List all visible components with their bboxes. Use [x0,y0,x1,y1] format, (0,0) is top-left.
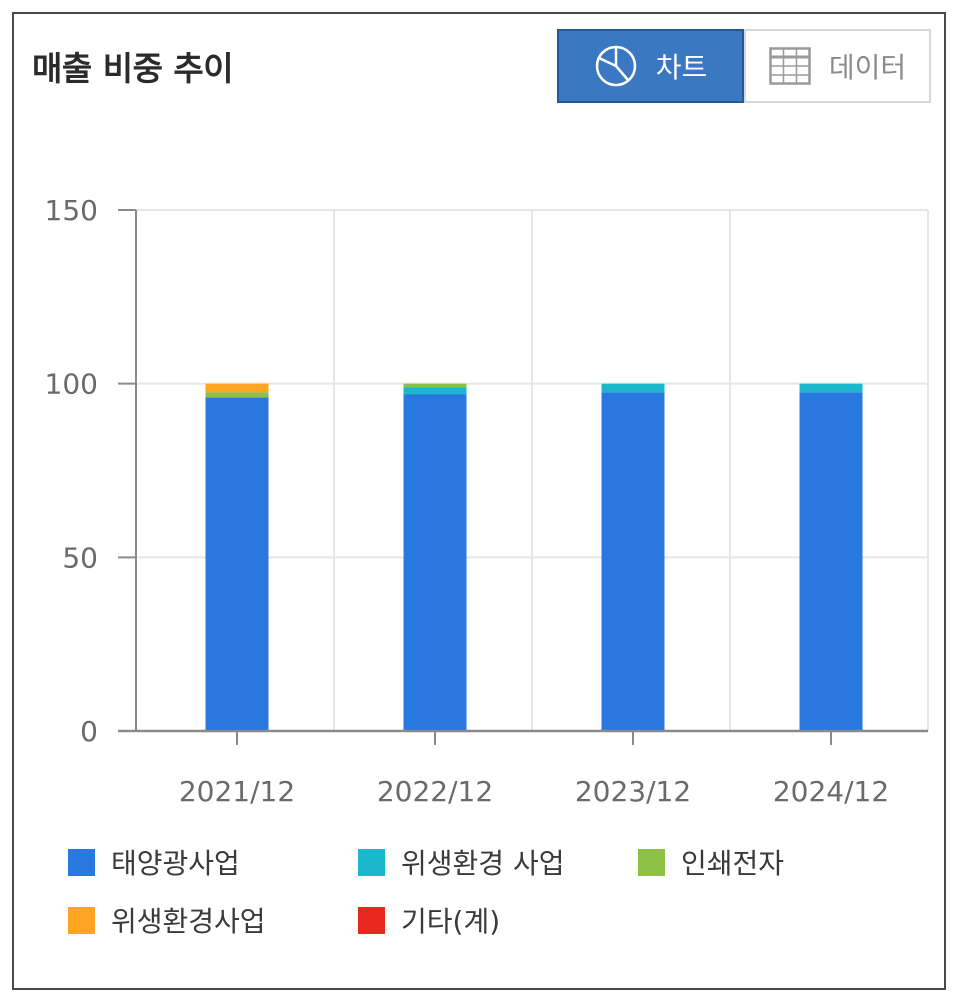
chart-view-button[interactable]: 차트 [557,29,744,103]
legend-label: 위생환경사업 [111,905,266,938]
bar-segment-solar [403,394,467,731]
y-tick-label: 150 [45,194,98,227]
legend-swatch [358,848,385,876]
legend-label: 태양광사업 [111,847,240,880]
legend-item[interactable]: 위생환경사업 [68,900,266,940]
legend-item[interactable]: 태양광사업 [68,842,240,882]
legend-item[interactable]: 위생환경 사업 [358,842,564,882]
stacked-bar-chart: 0 50 100 150 2021/12 2022/12 2023/12 2024/12 [45,194,929,808]
y-tick-label: 50 [62,541,98,574]
bar-segment-solar [205,397,269,731]
legend-item[interactable]: 기타(계) [358,900,500,940]
x-tick-label: 2021/12 [179,775,295,808]
y-tick-label: 100 [45,368,98,401]
bar-segment-hygiene_env_space [601,383,665,393]
bar-segment-hygiene_env_space [799,383,863,393]
legend-label: 위생환경 사업 [401,847,565,880]
bar-segment-hygiene_env_space [403,387,467,395]
bar-segment-hygiene_env [205,383,269,393]
legend-swatch [358,906,385,934]
legend-label: 인쇄전자 [681,847,785,880]
bar-segment-solar [601,392,665,731]
data-view-label: 데이터 [828,51,907,84]
chart-view-label: 차트 [655,51,708,84]
data-view-button[interactable]: 데이터 [744,29,931,103]
chart-title: 매출 비중 추이 [32,49,234,88]
legend-swatch [638,848,665,876]
legend-swatch [68,848,95,876]
table-grid-icon [769,47,811,85]
pie-chart-icon [595,45,636,87]
x-tick-label: 2023/12 [575,775,691,808]
chart-panel: 매출 비중 추이 차트 데이터 [12,12,946,990]
bar-segment-printed_electronics [403,383,467,388]
y-tick-label: 0 [80,715,98,748]
bar-segment-solar [799,392,863,731]
x-tick-label: 2024/12 [773,775,889,808]
view-toggle: 차트 데이터 [557,29,931,103]
legend-swatch [68,906,95,934]
legend-label: 기타(계) [401,905,501,938]
legend-item[interactable]: 인쇄전자 [638,842,784,882]
x-tick-label: 2022/12 [377,775,493,808]
bar-segment-printed_electronics [205,392,269,398]
